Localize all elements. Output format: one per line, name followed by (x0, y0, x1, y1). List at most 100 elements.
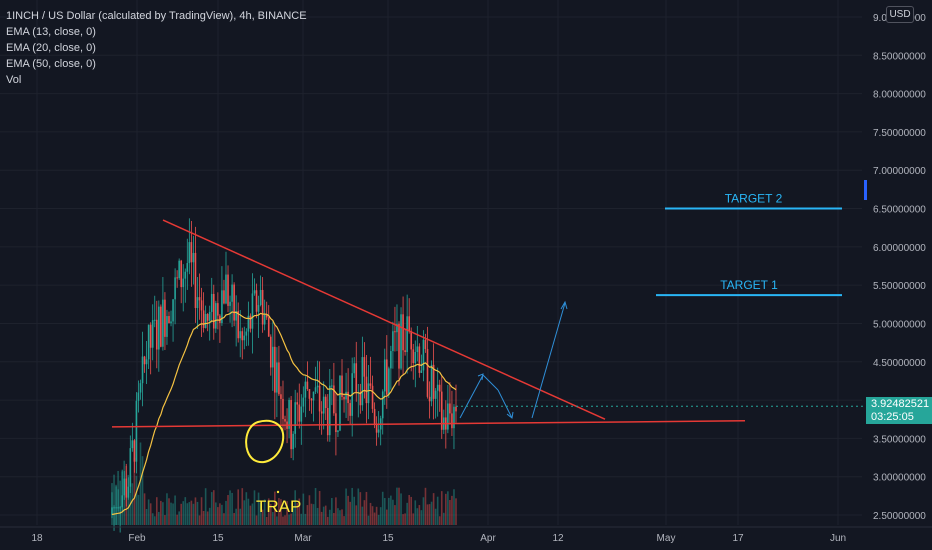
volume-bar (400, 493, 402, 525)
candle-body (422, 339, 425, 371)
volume-bar (440, 491, 443, 525)
candle-body (192, 252, 195, 263)
volume-bar (322, 506, 325, 525)
volume-bar (292, 507, 294, 525)
price-tick-label: 7.00000000 (873, 166, 926, 177)
volume-bar (414, 500, 417, 525)
volume-bar (280, 499, 282, 525)
candle-body (137, 392, 140, 401)
volume-bar (160, 500, 162, 525)
candle-body (280, 394, 282, 399)
volume-bar (227, 495, 229, 525)
volume-bar (274, 491, 276, 525)
candle-body (127, 486, 130, 498)
indicator-ema-20[interactable]: EMA (20, close, 0) (6, 42, 96, 54)
volume-bar (451, 495, 453, 525)
volume-bar (390, 495, 392, 525)
candle-body (131, 440, 134, 449)
candle-body (361, 357, 364, 406)
candle-body (398, 323, 400, 369)
time-axis[interactable]: 18 Feb 15 Mar 15 Apr 12 May 17 Jun (0, 526, 932, 544)
projection-arrow-segment (459, 374, 484, 419)
projection-arrow-segment (531, 302, 566, 419)
volume-bar (438, 516, 441, 525)
candle-body (215, 303, 217, 329)
volume-bar (168, 498, 170, 525)
volume-bar (288, 514, 290, 525)
volume-bar (408, 495, 410, 525)
candle-body (440, 391, 443, 430)
candle-body (353, 363, 356, 374)
price-tick-label: 3.00000000 (873, 473, 926, 484)
time-tick-label: Mar (294, 533, 312, 544)
bar-countdown: 03:25:05 (871, 411, 914, 423)
candle-body (365, 376, 368, 404)
candle-body (420, 370, 423, 373)
candle-body (147, 324, 150, 360)
time-tick-label: 18 (31, 533, 43, 544)
candle-body (410, 331, 413, 350)
candle-body (196, 297, 199, 309)
candle-body (430, 364, 433, 402)
volume-bar (267, 498, 270, 525)
candle-body (333, 385, 335, 414)
volume-bar (359, 492, 362, 525)
volume-bar (410, 496, 413, 525)
arrow-head (477, 373, 484, 381)
volume-bar (188, 502, 191, 525)
volume-bar (426, 504, 429, 525)
candle-body (155, 319, 158, 350)
volume-bar (402, 514, 404, 525)
volume-bar (178, 511, 180, 525)
volume-bar (131, 483, 134, 525)
symbol-title[interactable]: 1INCH / US Dollar (calculated by Trading… (6, 10, 307, 22)
candle-body (288, 399, 290, 429)
candle-body (235, 311, 237, 321)
volume-bar (302, 493, 305, 525)
volume-bar (365, 491, 368, 525)
grid-lines (0, 0, 862, 525)
candle-body (174, 277, 176, 300)
volume-bar (326, 516, 329, 525)
candle-body (239, 331, 242, 339)
indicator-ema-50[interactable]: EMA (50, close, 0) (6, 58, 96, 70)
indicator-volume[interactable]: Vol (6, 74, 22, 86)
currency-button[interactable]: USD (886, 6, 914, 23)
candle-body (414, 351, 417, 364)
volume-bar (204, 488, 207, 525)
volume-bar (337, 508, 339, 525)
volume-bar (294, 490, 296, 525)
volume-bar (245, 492, 248, 525)
volume-bar (286, 501, 288, 525)
candle-body (113, 507, 115, 509)
volume-bar (381, 491, 384, 525)
candle-body (381, 391, 384, 419)
drawing-annotations[interactable]: TARGET 2 TARGET 1 TRAP (111, 180, 867, 516)
candle-body (172, 299, 174, 322)
volume-bar (272, 511, 274, 525)
arrow-head (506, 411, 514, 419)
candle-body (434, 390, 437, 399)
time-tick-label: May (657, 533, 676, 544)
volume-bar (147, 499, 150, 525)
volume-bar (320, 511, 323, 525)
indicator-ema-13[interactable]: EMA (13, close, 0) (6, 26, 96, 38)
volume-bar (375, 506, 378, 525)
trap-circle (245, 419, 285, 464)
volume-bar (290, 513, 292, 525)
candle-body (324, 396, 327, 409)
candle-body (406, 316, 408, 353)
candle-body (363, 357, 366, 377)
volume-bar (192, 503, 195, 525)
candle-body (394, 331, 396, 333)
candle-body (318, 385, 321, 412)
volume-bar (212, 490, 215, 525)
projection-arrow-segment (482, 374, 499, 391)
candle-body (257, 305, 260, 312)
candle-body (345, 391, 347, 400)
arrow-head (560, 300, 568, 310)
volume-bar (278, 498, 280, 525)
volume-bar (172, 503, 174, 525)
